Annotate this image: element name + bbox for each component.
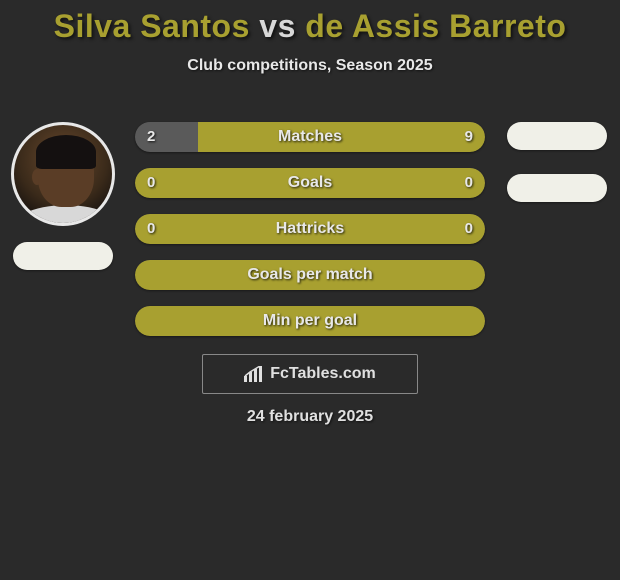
vs-text: vs xyxy=(259,8,296,44)
stat-bar: Hattricks0 0 xyxy=(135,214,485,244)
subtitle: Club competitions, Season 2025 xyxy=(0,57,620,75)
page-title: Silva Santos vs de Assis Barreto xyxy=(0,0,620,45)
player2-column xyxy=(502,122,612,218)
brand-box: FcTables.com xyxy=(202,354,418,394)
stats-bars: Matches29Goals00Hattricks00Goals per mat… xyxy=(135,122,485,352)
player1-flag xyxy=(13,242,113,270)
stat-bar: Goals per match xyxy=(135,260,485,290)
player1-column xyxy=(8,122,118,270)
brand-text: FcTables.com xyxy=(270,365,376,383)
stat-value-right: 0 xyxy=(465,168,473,198)
stat-value-right: 0 xyxy=(465,214,473,244)
player1-name: Silva Santos xyxy=(54,8,250,44)
stat-label: Goals xyxy=(135,168,485,198)
stat-bar: Matches2 9 xyxy=(135,122,485,152)
stat-value-left: 0 xyxy=(147,168,155,198)
stat-bar: Goals0 0 xyxy=(135,168,485,198)
stat-label: Min per goal xyxy=(135,306,485,336)
stat-label: Goals per match xyxy=(135,260,485,290)
player2-flag-1 xyxy=(507,122,607,150)
player2-name: de Assis Barreto xyxy=(305,8,566,44)
stat-value-right: 9 xyxy=(465,122,473,152)
stat-value-left: 2 xyxy=(147,122,155,152)
stat-label: Hattricks xyxy=(135,214,485,244)
stat-value-left: 0 xyxy=(147,214,155,244)
chart-icon xyxy=(244,366,264,382)
stat-label: Matches xyxy=(135,122,485,152)
date-text: 24 february 2025 xyxy=(0,408,620,426)
stat-bar: Min per goal xyxy=(135,306,485,336)
player1-avatar xyxy=(11,122,115,226)
player2-flag-2 xyxy=(507,174,607,202)
